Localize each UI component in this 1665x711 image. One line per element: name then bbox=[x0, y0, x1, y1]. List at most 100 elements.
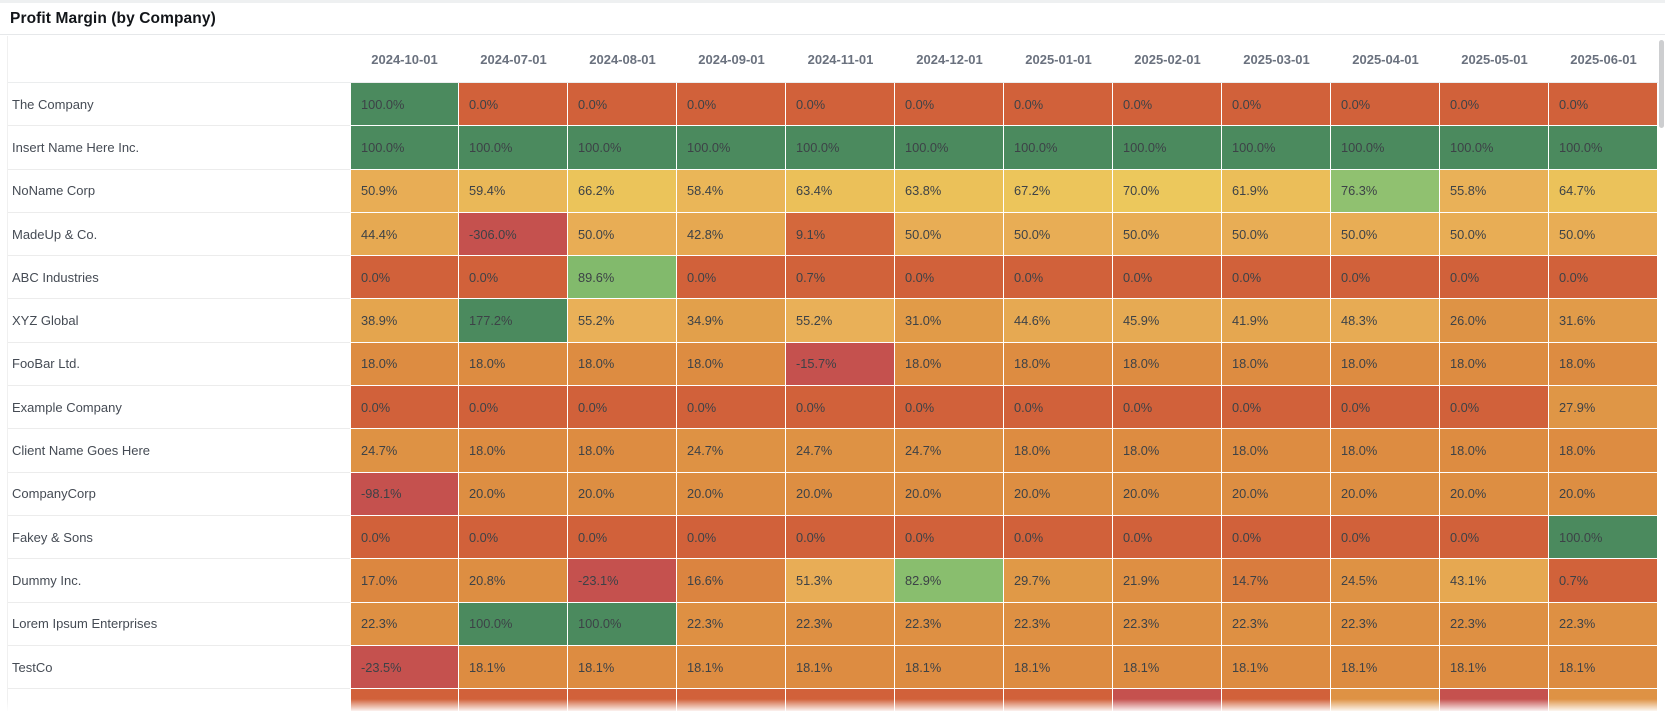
row-label[interactable]: ABC Industries bbox=[8, 256, 350, 300]
heatmap-cell[interactable]: 100.0% bbox=[459, 602, 568, 646]
heatmap-cell[interactable]: 67.2% bbox=[1004, 169, 1113, 213]
column-header[interactable]: 2024-11-01 bbox=[786, 36, 895, 83]
heatmap-cell[interactable]: 18.0% bbox=[1440, 342, 1549, 387]
heatmap-cell[interactable]: 20.0% bbox=[786, 472, 895, 516]
heatmap-cell[interactable]: 20.8% bbox=[459, 559, 568, 603]
heatmap-cell[interactable]: 50.0% bbox=[1331, 212, 1440, 257]
heatmap-cell[interactable]: 0.0% bbox=[895, 256, 1004, 300]
heatmap-cell[interactable]: 20.0% bbox=[1222, 472, 1331, 516]
heatmap-cell[interactable] bbox=[459, 689, 568, 711]
heatmap-cell[interactable]: 18.1% bbox=[1440, 645, 1549, 690]
heatmap-cell[interactable]: 50.0% bbox=[1440, 212, 1549, 257]
heatmap-cell[interactable] bbox=[1222, 689, 1331, 711]
heatmap-cell[interactable]: 18.1% bbox=[568, 645, 677, 690]
heatmap-cell[interactable]: 18.0% bbox=[1549, 342, 1658, 387]
heatmap-cell[interactable]: 24.7% bbox=[895, 429, 1004, 473]
heatmap-cell[interactable]: 0.0% bbox=[459, 386, 568, 430]
heatmap-cell[interactable] bbox=[895, 689, 1004, 711]
heatmap-cell[interactable]: 100.0% bbox=[568, 602, 677, 646]
heatmap-cell[interactable]: 0.0% bbox=[1331, 83, 1440, 127]
heatmap-cell[interactable]: 31.6% bbox=[1549, 299, 1658, 343]
row-label[interactable]: CompanyCorp bbox=[8, 472, 350, 516]
heatmap-cell[interactable]: 100.0% bbox=[1331, 126, 1440, 170]
heatmap-cell[interactable]: 0.0% bbox=[1222, 256, 1331, 300]
heatmap-cell[interactable]: 0.0% bbox=[1331, 386, 1440, 430]
heatmap-cell[interactable]: 0.0% bbox=[786, 83, 895, 127]
heatmap-cell[interactable]: 22.3% bbox=[1331, 602, 1440, 646]
heatmap-cell[interactable]: 18.0% bbox=[1113, 429, 1222, 473]
heatmap-cell[interactable]: 0.0% bbox=[568, 83, 677, 127]
heatmap-cell[interactable] bbox=[1113, 689, 1222, 711]
heatmap-cell[interactable]: 0.0% bbox=[677, 256, 786, 300]
heatmap-cell[interactable]: 82.9% bbox=[895, 559, 1004, 603]
heatmap-cell[interactable]: 44.6% bbox=[1004, 299, 1113, 343]
column-header[interactable]: 2025-04-01 bbox=[1331, 36, 1440, 83]
heatmap-cell[interactable]: 18.0% bbox=[568, 429, 677, 473]
heatmap-cell[interactable]: 18.0% bbox=[1004, 342, 1113, 387]
column-header[interactable]: 2025-03-01 bbox=[1222, 36, 1331, 83]
heatmap-cell[interactable]: 0.0% bbox=[677, 83, 786, 127]
heatmap-cell[interactable]: 55.2% bbox=[786, 299, 895, 343]
heatmap-cell[interactable]: 0.0% bbox=[459, 515, 568, 560]
heatmap-cell[interactable]: 100.0% bbox=[1113, 126, 1222, 170]
heatmap-cell[interactable]: 0.0% bbox=[1113, 256, 1222, 300]
heatmap-cell[interactable]: 66.2% bbox=[568, 169, 677, 213]
heatmap-cell[interactable]: 100.0% bbox=[677, 126, 786, 170]
heatmap-cell[interactable]: 20.0% bbox=[459, 472, 568, 516]
heatmap-cell[interactable]: 0.0% bbox=[1004, 83, 1113, 127]
row-label[interactable]: The Company bbox=[8, 83, 350, 127]
heatmap-cell[interactable]: 22.3% bbox=[1004, 602, 1113, 646]
heatmap-cell[interactable]: -15.7% bbox=[786, 342, 895, 387]
heatmap-cell[interactable]: 50.0% bbox=[895, 212, 1004, 257]
heatmap-cell[interactable] bbox=[786, 689, 895, 711]
row-label[interactable]: XYZ Global bbox=[8, 299, 350, 343]
heatmap-cell[interactable]: 100.0% bbox=[1222, 126, 1331, 170]
heatmap-cell[interactable]: 0.0% bbox=[1222, 83, 1331, 127]
heatmap-cell[interactable]: 0.0% bbox=[1331, 515, 1440, 560]
heatmap-cell[interactable]: 20.0% bbox=[1004, 472, 1113, 516]
heatmap-cell[interactable]: 14.7% bbox=[1222, 559, 1331, 603]
heatmap-cell[interactable]: 0.0% bbox=[677, 386, 786, 430]
heatmap-cell[interactable]: 55.2% bbox=[568, 299, 677, 343]
heatmap-cell[interactable]: 0.0% bbox=[895, 515, 1004, 560]
heatmap-cell[interactable]: 0.0% bbox=[350, 515, 459, 560]
heatmap-cell[interactable]: 18.0% bbox=[1222, 342, 1331, 387]
heatmap-cell[interactable]: -98.1% bbox=[350, 472, 459, 516]
heatmap-cell[interactable]: 27.9% bbox=[1549, 386, 1658, 430]
heatmap-cell[interactable]: 50.9% bbox=[350, 169, 459, 213]
heatmap-cell[interactable]: 18.1% bbox=[459, 645, 568, 690]
heatmap-cell[interactable]: 18.0% bbox=[895, 342, 1004, 387]
heatmap-cell[interactable]: 29.7% bbox=[1004, 559, 1113, 603]
heatmap-cell[interactable]: 22.3% bbox=[677, 602, 786, 646]
row-label[interactable]: Lorem Ipsum Enterprises bbox=[8, 602, 350, 646]
heatmap-cell[interactable]: 0.0% bbox=[1004, 256, 1113, 300]
heatmap-cell[interactable] bbox=[1549, 689, 1658, 711]
heatmap-cell[interactable]: 70.0% bbox=[1113, 169, 1222, 213]
heatmap-cell[interactable]: 0.0% bbox=[1113, 386, 1222, 430]
column-header[interactable]: 2024-09-01 bbox=[677, 36, 786, 83]
heatmap-cell[interactable]: 55.8% bbox=[1440, 169, 1549, 213]
heatmap-cell[interactable] bbox=[1331, 689, 1440, 711]
heatmap-cell[interactable]: 41.9% bbox=[1222, 299, 1331, 343]
row-label[interactable]: Fakey & Sons bbox=[8, 515, 350, 560]
heatmap-cell[interactable] bbox=[1004, 689, 1113, 711]
row-label[interactable]: Dummy Inc. bbox=[8, 559, 350, 603]
heatmap-cell[interactable]: 0.0% bbox=[568, 515, 677, 560]
heatmap-cell[interactable]: 9.1% bbox=[786, 212, 895, 257]
heatmap-cell[interactable]: 18.0% bbox=[1222, 429, 1331, 473]
heatmap-cell[interactable]: 24.7% bbox=[350, 429, 459, 473]
row-label[interactable]: Example Company bbox=[8, 386, 350, 430]
heatmap-cell[interactable]: 58.4% bbox=[677, 169, 786, 213]
heatmap-cell[interactable]: 18.0% bbox=[568, 342, 677, 387]
heatmap-cell[interactable]: 0.0% bbox=[1440, 83, 1549, 127]
heatmap-cell[interactable]: 48.3% bbox=[1331, 299, 1440, 343]
heatmap-cell[interactable]: -23.1% bbox=[568, 559, 677, 603]
heatmap-cell[interactable]: 51.3% bbox=[786, 559, 895, 603]
heatmap-cell[interactable]: 100.0% bbox=[350, 126, 459, 170]
heatmap-cell[interactable]: 50.0% bbox=[1113, 212, 1222, 257]
row-label[interactable]: NoName Corp bbox=[8, 169, 350, 213]
heatmap-cell[interactable]: 100.0% bbox=[1440, 126, 1549, 170]
heatmap-cell[interactable]: 22.3% bbox=[1222, 602, 1331, 646]
heatmap-cell[interactable]: 45.9% bbox=[1113, 299, 1222, 343]
heatmap-cell[interactable]: 20.0% bbox=[1440, 472, 1549, 516]
